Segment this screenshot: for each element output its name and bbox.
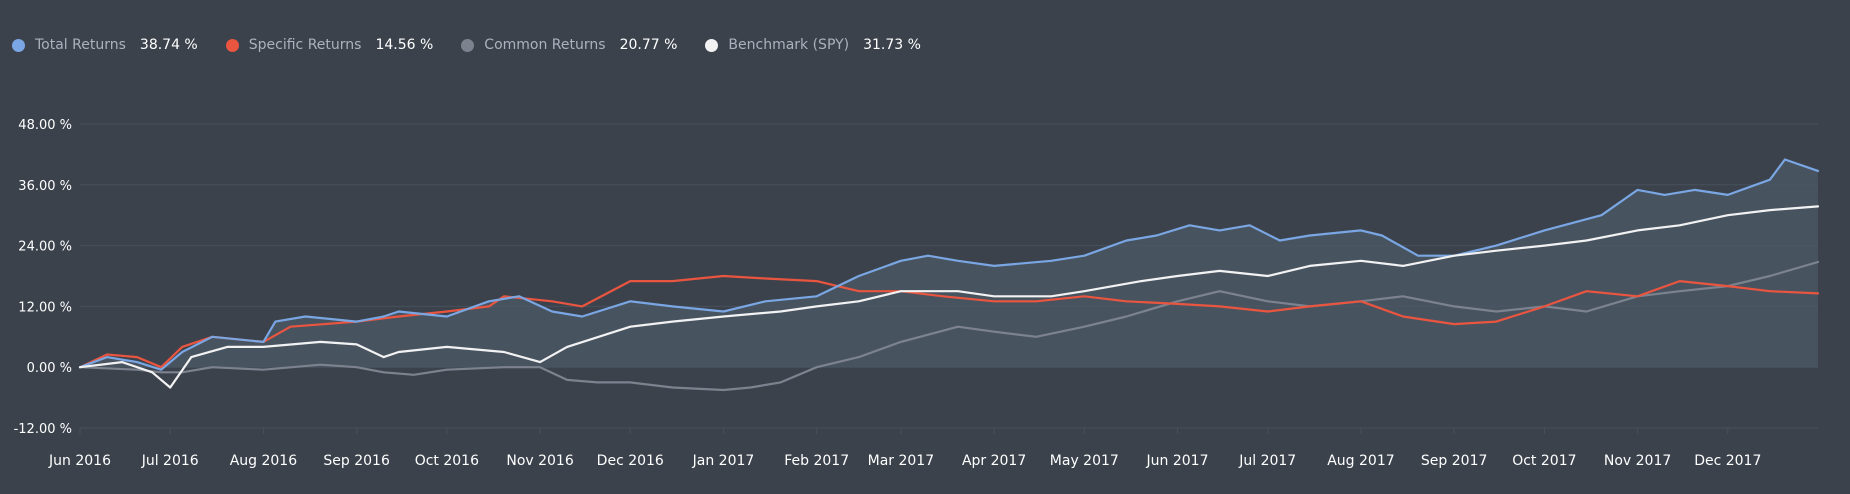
x-tick-label: Nov 2017 — [1604, 453, 1671, 469]
legend-label: Specific Returns — [248, 37, 362, 53]
legend-value: 38.74 % — [139, 37, 198, 53]
series-lines — [78, 158, 1820, 392]
y-tick-label: 48.00 % — [18, 118, 72, 133]
legend-dot-icon — [12, 38, 25, 52]
x-tick-label: Jan 2017 — [692, 453, 755, 469]
y-tick-label: 12.00 % — [18, 300, 72, 315]
legend-label: Benchmark (SPY) — [728, 37, 850, 53]
x-tick-label: Sep 2016 — [323, 453, 390, 469]
y-tick-label: 36.00 % — [18, 179, 72, 194]
series-line-total-returns — [78, 158, 1820, 371]
x-tick-label: Apr 2017 — [962, 453, 1026, 469]
x-tick-label: Dec 2017 — [1694, 453, 1761, 469]
legend-value: 14.56 % — [375, 37, 434, 53]
x-tick-label: May 2017 — [1050, 453, 1119, 469]
legend-value: 20.77 % — [619, 37, 678, 53]
area-fill-layer — [80, 159, 1818, 370]
legend-item-specific-returns[interactable]: Specific Returns 14.56 % — [225, 37, 434, 53]
x-tick-label: Oct 2016 — [415, 453, 479, 469]
x-tick-label: Aug 2017 — [1327, 453, 1394, 469]
y-tick-label: 0.00 % — [27, 361, 72, 376]
legend-label: Common Returns — [484, 37, 606, 53]
x-tick-label: Jul 2016 — [141, 453, 199, 469]
series-line-common-returns — [78, 260, 1820, 392]
series-line-benchmark-spy — [78, 205, 1820, 389]
x-tick-label: Nov 2016 — [506, 453, 573, 469]
series-line-specific-returns — [78, 274, 1820, 369]
legend-dot-icon — [225, 38, 239, 52]
legend-item-common-returns[interactable]: Common Returns 20.77 % — [461, 37, 677, 53]
legend-dot-icon — [705, 38, 719, 52]
x-tick-label: Oct 2017 — [1512, 453, 1576, 469]
x-tick-label: Mar 2017 — [868, 453, 935, 469]
x-tick-label: Feb 2017 — [784, 453, 849, 469]
legend-value: 31.73 % — [863, 37, 921, 53]
legend-dot-icon — [461, 38, 475, 52]
x-tick-label: Aug 2016 — [230, 453, 298, 469]
x-tick-label: Sep 2017 — [1421, 453, 1487, 469]
x-tick-label: Jun 2016 — [48, 453, 111, 469]
x-tick-label: Jun 2017 — [1146, 453, 1209, 469]
x-tick-label: Jul 2017 — [1238, 453, 1296, 469]
area-total-returns — [80, 159, 1818, 370]
y-tick-label: 24.00 % — [18, 240, 72, 255]
legend-label: Total Returns — [35, 37, 126, 53]
x-axis: Jun 2016 Jul 2016 Aug 2016 Sep 2016 Oct 2016… — [48, 428, 1761, 469]
legend-item-total-returns[interactable]: Total Returns 38.74 % — [12, 37, 198, 53]
legend-item-benchmark[interactable]: Benchmark (SPY) 31.73 % — [705, 37, 921, 53]
chart-legend: Total Returns 38.74 % Specific Returns 1… — [12, 34, 949, 56]
y-tick-label: -12.00 % — [14, 422, 72, 437]
y-axis: 48.00 % 36.00 % 24.00 % 12.00 % 0.00 % -12.00… — [14, 118, 72, 437]
x-tick-label: Dec 2016 — [597, 453, 664, 469]
